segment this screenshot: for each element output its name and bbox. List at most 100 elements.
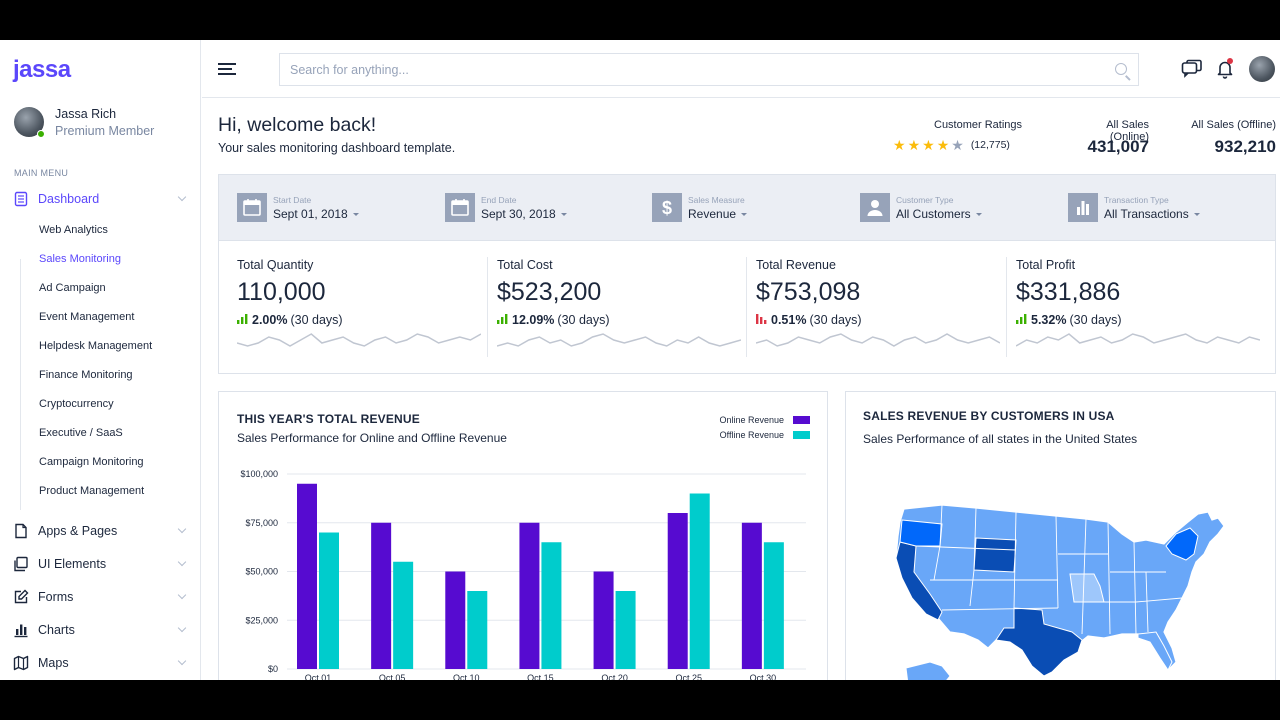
state-new-york	[1165, 527, 1199, 561]
sparkline	[237, 333, 481, 347]
usa-map-card: SALES REVENUE BY CUSTOMERS IN USA Sales …	[845, 391, 1276, 680]
menu-icon[interactable]	[218, 63, 236, 75]
x-tick-label: Oct 25	[675, 673, 702, 680]
sidebar-subitem-campaign-monitoring[interactable]: Campaign Monitoring	[39, 456, 144, 468]
metric-change: 2.00% (30 days)	[237, 313, 343, 327]
edit-icon	[13, 589, 29, 605]
user-profile[interactable]: Jassa Rich Premium Member	[14, 107, 194, 143]
bar-online[interactable]	[519, 522, 540, 669]
top-header	[202, 40, 1280, 98]
bar-online[interactable]	[445, 571, 466, 670]
filter-label: Sales Measure	[688, 195, 745, 205]
sidebar-item-apps-pages[interactable]: Apps & Pages	[13, 520, 187, 542]
x-tick-label: Oct 30	[750, 673, 777, 680]
state-alaska	[905, 661, 951, 680]
notification-dot	[1227, 58, 1233, 64]
star-icon: ★	[907, 137, 921, 153]
card-subtitle: Sales Performance of all states in the U…	[863, 432, 1138, 446]
trend-bars-icon	[1016, 314, 1027, 324]
legend-online: Online Revenue	[719, 415, 810, 425]
caret-down-icon	[352, 213, 359, 217]
bar-online[interactable]	[297, 483, 317, 669]
sidebar-subitem-web-analytics[interactable]: Web Analytics	[39, 224, 108, 236]
filter-label: Customer Type	[896, 195, 954, 205]
sidebar-subitem-product-management[interactable]: Product Management	[39, 485, 145, 497]
bar-online[interactable]	[593, 571, 614, 670]
metric-label: Total Revenue	[756, 258, 836, 272]
bar-offline[interactable]	[615, 591, 636, 669]
sparkline	[756, 333, 1000, 347]
star-icon: ★	[922, 137, 935, 153]
search-input[interactable]	[280, 54, 1100, 85]
sidebar-subitem-helpdesk-management[interactable]: Helpdesk Management	[39, 340, 153, 352]
calendar-icon	[445, 193, 475, 222]
search-bar	[279, 53, 1139, 86]
sidebar-item-label: Dashboard	[38, 192, 100, 206]
sidebar-subitem-sales-monitoring[interactable]: Sales Monitoring	[39, 253, 121, 265]
filter-value[interactable]: Sept 01, 2018	[273, 207, 359, 221]
svg-text:$: $	[662, 198, 672, 218]
sidebar-subitem-executive-saas[interactable]: Executive / SaaS	[39, 427, 123, 439]
chevron-down-icon	[177, 623, 187, 633]
bar-online[interactable]	[741, 522, 762, 669]
online-status-dot	[37, 130, 45, 138]
search-icon[interactable]	[1115, 63, 1127, 75]
caret-down-icon	[1193, 213, 1200, 217]
metric-value: $331,886	[1016, 278, 1121, 306]
sparkline	[497, 333, 741, 347]
bar-online[interactable]	[371, 522, 392, 669]
star-rating: ★ ★ ★ ★ ★ (12,775)	[893, 138, 1010, 152]
y-tick-label: $25,000	[245, 615, 278, 625]
sidebar-item-forms[interactable]: Forms	[13, 586, 187, 608]
user-role: Premium Member	[55, 124, 155, 138]
sales-offline-label: All Sales (Offline)	[1191, 119, 1276, 131]
sidebar-item-dashboard[interactable]: Dashboard	[13, 188, 187, 210]
y-tick-label: $75,000	[245, 518, 278, 528]
sidebar-subitem-ad-campaign[interactable]: Ad Campaign	[39, 282, 106, 294]
bar-offline[interactable]	[763, 542, 784, 669]
brand-logo[interactable]: jassa	[13, 56, 71, 83]
bell-icon[interactable]	[1216, 58, 1234, 79]
sidebar-subitem-cryptocurrency[interactable]: Cryptocurrency	[39, 398, 114, 410]
sidebar-subitem-event-management[interactable]: Event Management	[39, 311, 135, 323]
bar-offline[interactable]	[541, 542, 562, 669]
sidebar-item-maps[interactable]: Maps	[13, 652, 187, 674]
submenu-line	[20, 259, 21, 510]
x-tick-label: Oct 05	[379, 673, 406, 680]
bar-chart-icon	[1068, 193, 1098, 222]
bar-offline[interactable]	[689, 493, 710, 670]
filter-value[interactable]: Sept 30, 2018	[481, 207, 567, 221]
state-texas	[995, 607, 1083, 677]
trend-bars-icon	[497, 313, 508, 327]
bar-offline[interactable]	[319, 532, 339, 670]
header-avatar[interactable]	[1249, 56, 1275, 82]
ratings-count: (12,775)	[970, 139, 1010, 151]
metric-change: 0.51% (30 days)	[756, 313, 862, 327]
metric-value: $753,098	[756, 278, 861, 306]
filter-value[interactable]: All Transactions	[1104, 207, 1200, 221]
metric-change: 12.09% (30 days)	[497, 313, 610, 327]
dollar-icon: $	[652, 193, 682, 222]
page-title: Hi, welcome back!	[218, 114, 377, 136]
filter-label: Transaction Type	[1104, 195, 1169, 205]
bar-online[interactable]	[667, 513, 688, 669]
metric-label: Total Profit	[1016, 258, 1076, 272]
sidebar-subitem-finance-monitoring[interactable]: Finance Monitoring	[39, 369, 133, 381]
sidebar-item-ui-elements[interactable]: UI Elements	[13, 553, 187, 575]
x-tick-label: Oct 10	[453, 673, 480, 680]
metrics-card: Total Quantity 110,000 2.00% (30 days) To…	[218, 240, 1276, 374]
sidebar-item-label: Apps & Pages	[38, 524, 118, 538]
user-name: Jassa Rich	[55, 107, 117, 121]
filter-value[interactable]: All Customers	[896, 207, 982, 221]
page-subtitle: Your sales monitoring dashboard template…	[218, 141, 456, 155]
sidebar-item-charts[interactable]: Charts	[13, 619, 187, 641]
bar-offline[interactable]	[393, 561, 414, 669]
bar-offline[interactable]	[467, 591, 488, 669]
sidebar-item-label: Charts	[38, 623, 75, 637]
sidebar-item-label: Maps	[38, 656, 69, 670]
chat-icon[interactable]	[1181, 59, 1203, 79]
sparkline-path	[497, 333, 741, 347]
avatar[interactable]	[14, 107, 45, 138]
dashboard-icon	[13, 191, 29, 207]
filter-value[interactable]: Revenue	[688, 207, 748, 221]
